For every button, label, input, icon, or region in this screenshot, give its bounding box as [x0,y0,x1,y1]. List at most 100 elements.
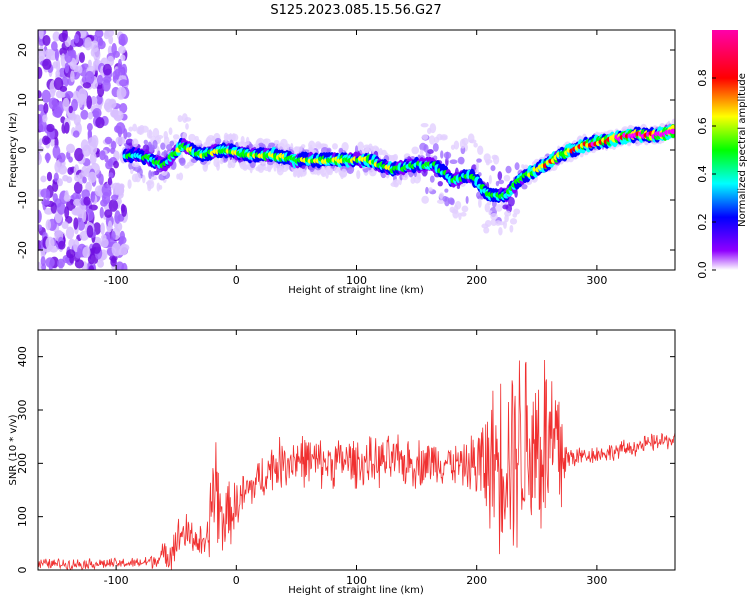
spectrogram-cell [505,165,512,174]
spectrogram-cell [177,115,183,123]
spectrogram-x-ticks: -100 0 100 200 300 [104,30,607,287]
spectrogram-cell [134,172,141,183]
spectrogram-noise-cell [57,240,66,250]
spectrogram-cell [326,147,332,154]
spectrogram-noise-cell [41,199,50,206]
spectrogram-cell [238,161,247,168]
spectrogram-noise-cell [102,63,112,76]
spectrogram-noise-cell [46,123,55,133]
spectrogram-cell [509,224,514,233]
spectrogram-cell [231,133,236,142]
spectrogram-noise-cell [114,110,124,121]
colorbar: 0.0 0.2 0.4 0.6 0.8 Normalized spectral ampl… [696,30,748,279]
spectrogram-noise-cell [83,196,91,206]
spectrogram-noise-cell [101,183,112,196]
x-tick-label: 0 [233,574,240,587]
spectrogram-noise-cell [100,222,105,235]
spectrogram-cell [416,172,421,180]
spectrogram-cell [150,175,158,181]
spectrogram-noise-cell [113,160,119,169]
y-tick-label: 0 [16,567,29,574]
spectrogram-ridge-cell [669,128,675,135]
spectrogram-cell [292,170,298,178]
y-tick-label: -10 [16,191,29,209]
spectrogram-cell [176,173,180,180]
spectrogram-cell [147,184,152,192]
colorbar-tick-label: 0.4 [696,165,709,183]
spectrogram-noise-cell [38,104,45,112]
spectrogram-noise-cell [52,108,63,118]
y-tick-label: 100 [16,506,29,527]
colorbar-tick-label: 0.8 [696,69,709,87]
spectrogram-noise-cell [99,150,106,161]
spectrogram-cell [453,140,460,150]
spectrogram-noise-cell [108,99,117,109]
spectrogram-noise-cell [119,230,125,242]
spectrogram-cell [365,146,369,153]
spectrogram-cell [503,174,511,182]
spectrogram-noise-cell [116,86,127,99]
spectrogram-noise-cell [87,141,98,155]
spectrogram-cell [247,143,254,149]
spectrogram-noise-cell [100,57,108,65]
spectrogram-noise-cell [91,242,102,254]
spectrogram-cell [130,168,134,175]
spectrogram-noise-cell [55,70,61,78]
spectrogram-cell [296,169,301,178]
spectrogram-cell [421,134,429,140]
spectrogram-cell [128,126,134,132]
spectrogram-cell [497,171,503,181]
snr-y-label: SNR (10 * v/v) [8,414,19,485]
spectrogram-noise-cell [120,54,126,62]
spectrogram-cell [258,166,264,173]
spectrogram-noise-cell [52,145,61,159]
spectrogram-cell [392,153,399,161]
spectrogram-cell [240,135,245,145]
spectrogram-noise-cell [74,259,85,269]
spectrogram-noise-cell [62,174,69,182]
spectrogram-noise-cell [73,217,79,230]
spectrogram-cell [368,143,373,152]
spectrogram-noise-cell [88,204,98,211]
spectrogram-noise-cell [43,102,49,114]
x-tick-label: 100 [346,274,367,287]
spectrogram-x-label: Height of straight line (km) [288,285,424,296]
spectrogram-noise-cell [38,209,42,224]
spectrogram-noise-cell [115,136,126,145]
spectrogram-cell [474,168,480,174]
spectrogram-cell [213,157,220,168]
spectrogram-cell [168,127,173,136]
spectrogram-noise-cell [74,147,84,162]
x-tick-label: 0 [233,274,240,287]
spectrogram-cell [139,125,145,130]
spectrogram-noise-cell [118,45,126,54]
spectrogram-cell [514,162,520,171]
spectrogram-noise-cell [88,265,95,270]
spectrogram-cell [142,174,146,184]
spectrogram-noise-cell [106,55,115,67]
spectrogram-cell [461,205,469,213]
spectrogram-cell [498,179,505,185]
spectrogram-noise-cell [99,206,104,219]
spectrogram-noise-cell [97,40,106,50]
spectrogram-cell [127,179,132,189]
spectrogram-cell [427,149,434,155]
spectrogram-cell [125,132,132,138]
spectrogram-noise-cell [120,203,126,213]
spectrogram-noise-cell [84,37,93,51]
spectrogram-noise-cell [56,202,66,215]
spectrogram-y-label: Frequency (Hz) [8,112,19,188]
spectrogram-noise-cell [59,47,68,56]
spectrogram-cell [148,169,152,180]
spectrogram-noise-cell [94,30,104,38]
spectrogram-noise-cell [111,242,122,257]
spectrogram-noise-cell [110,140,117,150]
spectrogram-noise-cell [65,90,74,99]
spectrogram-noise-cell [52,61,59,69]
spectrogram-cell [495,204,503,212]
spectrogram-noise-cell [107,177,113,186]
spectrogram-noise-cell [62,30,68,41]
spectrogram-cell [273,161,277,172]
spectrogram-cell [320,147,329,154]
spectrogram-noise-cell [74,174,81,182]
